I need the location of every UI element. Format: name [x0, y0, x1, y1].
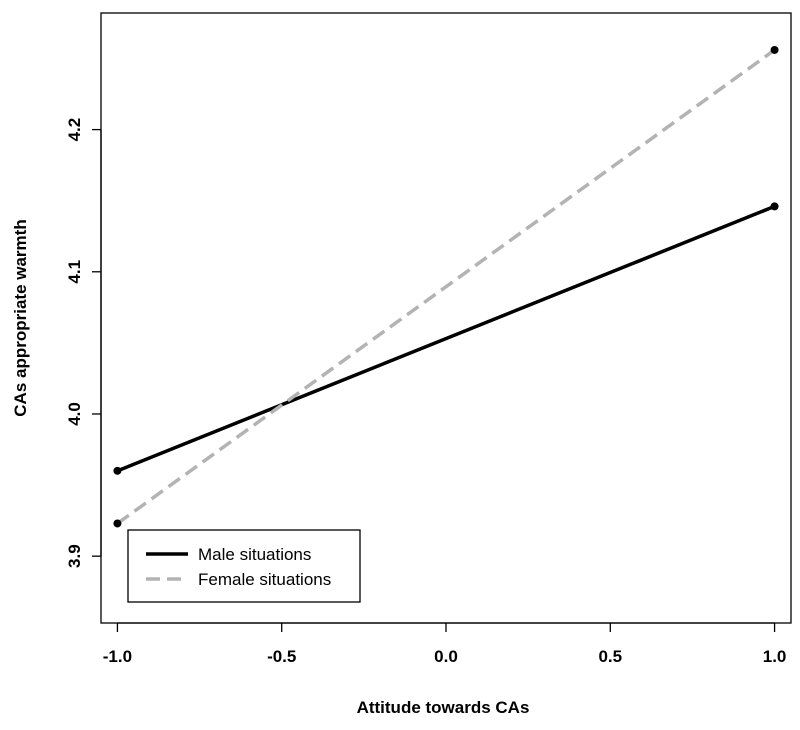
series-layer — [113, 45, 779, 528]
data-point-female — [113, 519, 122, 528]
x-tick-label: 0.0 — [434, 647, 458, 666]
data-point-male — [113, 466, 122, 475]
series-line-female — [116, 48, 776, 525]
x-tick-label: -1.0 — [103, 647, 132, 666]
y-axis-title: CAs appropriate warmth — [11, 219, 30, 416]
legend-label-female: Female situations — [198, 570, 331, 589]
x-tick-label: 0.5 — [598, 647, 622, 666]
legend-box — [127, 529, 361, 603]
y-tick-label: 4.0 — [65, 402, 84, 426]
data-point-female — [770, 45, 779, 54]
legend-label-male: Male situations — [198, 545, 311, 564]
legend: Male situations Female situations — [127, 529, 361, 603]
y-axis: 3.9 4.0 4.1 4.2 — [65, 118, 102, 568]
x-axis-title: Attitude towards CAs — [357, 698, 530, 717]
x-tick-label: 1.0 — [763, 647, 787, 666]
series-line-male — [116, 204, 776, 473]
x-tick-label: -0.5 — [267, 647, 296, 666]
y-tick-label: 3.9 — [65, 544, 84, 568]
y-tick-label: 4.2 — [65, 118, 84, 142]
data-point-male — [770, 202, 779, 211]
x-axis: -1.0 -0.5 0.0 0.5 1.0 — [103, 622, 787, 666]
y-tick-label: 4.1 — [65, 260, 84, 284]
